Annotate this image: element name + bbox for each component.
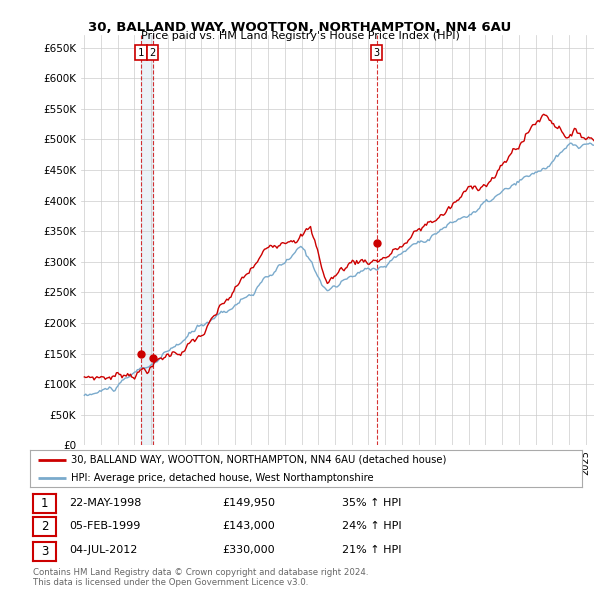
Text: 30, BALLAND WAY, WOOTTON, NORTHAMPTON, NN4 6AU (detached house): 30, BALLAND WAY, WOOTTON, NORTHAMPTON, N…	[71, 455, 447, 465]
Text: 3: 3	[41, 545, 48, 558]
Text: 2: 2	[41, 520, 48, 533]
Text: 1: 1	[137, 48, 144, 58]
Text: £143,000: £143,000	[222, 522, 275, 531]
Text: 04-JUL-2012: 04-JUL-2012	[69, 546, 137, 555]
Text: Price paid vs. HM Land Registry's House Price Index (HPI): Price paid vs. HM Land Registry's House …	[140, 31, 460, 41]
Text: Contains HM Land Registry data © Crown copyright and database right 2024.
This d: Contains HM Land Registry data © Crown c…	[33, 568, 368, 587]
Text: £149,950: £149,950	[222, 498, 275, 507]
Text: 30, BALLAND WAY, WOOTTON, NORTHAMPTON, NN4 6AU: 30, BALLAND WAY, WOOTTON, NORTHAMPTON, N…	[88, 21, 512, 34]
Text: 35% ↑ HPI: 35% ↑ HPI	[342, 498, 401, 507]
Text: HPI: Average price, detached house, West Northamptonshire: HPI: Average price, detached house, West…	[71, 473, 374, 483]
Text: 2: 2	[149, 48, 156, 58]
Text: 22-MAY-1998: 22-MAY-1998	[69, 498, 142, 507]
Text: 24% ↑ HPI: 24% ↑ HPI	[342, 522, 401, 531]
Text: 21% ↑ HPI: 21% ↑ HPI	[342, 546, 401, 555]
Text: 05-FEB-1999: 05-FEB-1999	[69, 522, 140, 531]
Text: 1: 1	[41, 497, 48, 510]
Text: 3: 3	[374, 48, 380, 58]
Text: £330,000: £330,000	[222, 546, 275, 555]
Bar	[141, 35, 152, 445]
